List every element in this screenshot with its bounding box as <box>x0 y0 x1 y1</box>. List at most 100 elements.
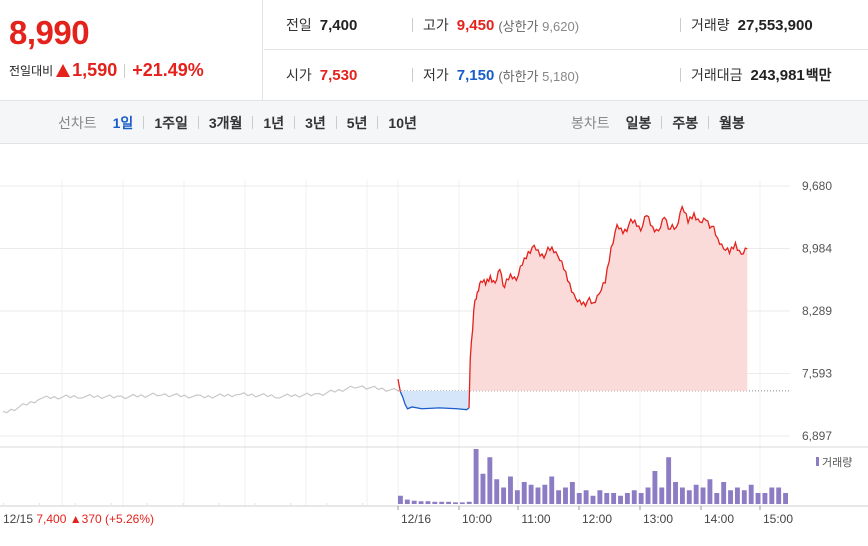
trade-amount-unit: 백만 <box>805 67 832 83</box>
volume-bar <box>514 490 520 504</box>
prev-day-line <box>2 385 399 414</box>
candle-chart-title: 봉차트 <box>571 114 610 131</box>
current-price: 8,990 <box>9 14 90 51</box>
divider <box>680 18 681 32</box>
info-row-1: 전일 7,400 고가 9,450 (상한가 9,620) 거래량 27,553… <box>264 0 868 50</box>
up-line <box>468 204 748 408</box>
volume-bar <box>326 503 328 505</box>
y-tick-label: 7,593 <box>802 366 832 380</box>
volume-bar <box>597 490 603 504</box>
divider <box>661 116 663 129</box>
upper-limit-label: (상한가 <box>498 18 539 34</box>
volume-bar <box>418 501 424 504</box>
volume-bar <box>604 493 610 504</box>
volume-bar <box>659 487 665 504</box>
upper-limit: (상한가 9,620) <box>498 16 579 35</box>
x-tick-label: 11:00 <box>521 512 550 526</box>
divider <box>377 116 379 129</box>
volume-bar <box>528 484 534 504</box>
volume-bar <box>741 490 747 504</box>
tab-1d[interactable]: 1일 <box>112 114 134 131</box>
lower-limit-label: (하한가 <box>498 68 539 84</box>
volume-bar <box>549 476 555 504</box>
low-cell: 저가 7,150 (하한가 5,180) <box>412 50 579 100</box>
divider <box>335 116 337 129</box>
y-tick-label: 8,289 <box>802 304 832 318</box>
tab-monthly[interactable]: 월봉 <box>719 114 745 131</box>
quote-header: 8,990 전일대비 1,590 +21.49% 전일 7,400 고가 9,4… <box>0 0 868 101</box>
lower-limit: (하한가 5,180) <box>498 66 579 85</box>
volume-bar <box>728 490 733 504</box>
volume-bar <box>501 487 507 504</box>
prev-close-value: 7,400 <box>319 16 358 34</box>
change-label: 전일대비 <box>9 64 54 78</box>
tab-3m[interactable]: 3개월 <box>208 114 243 131</box>
tab-1w[interactable]: 1주일 <box>154 114 188 131</box>
trade-amount-value: 243,981 <box>750 66 805 84</box>
volume-bar <box>446 501 452 504</box>
volume-value: 27,553,900 <box>737 16 813 34</box>
divider <box>412 68 413 82</box>
volume-bar <box>487 457 493 504</box>
y-tick-label: 6,897 <box>802 429 832 443</box>
open-line <box>397 379 402 392</box>
volume-bar <box>535 487 541 504</box>
high-value: 9,450 <box>456 16 495 34</box>
prev-day-summary-part: 370 <box>82 512 105 526</box>
volume-bar <box>618 495 623 504</box>
volume-bar <box>432 501 438 504</box>
x-tick-label: 12:00 <box>582 512 612 526</box>
volume-bar <box>631 490 637 504</box>
volume-bar <box>652 471 658 504</box>
down-area-fill <box>400 390 470 410</box>
volume-bar <box>439 501 445 504</box>
volume-bar <box>542 484 548 504</box>
volume-bar <box>569 482 575 504</box>
y-tick-label: 9,680 <box>802 179 832 193</box>
volume-bar <box>466 501 472 504</box>
high-cell: 고가 9,450 (상한가 9,620) <box>412 0 579 50</box>
volume-bar <box>673 482 678 504</box>
volume-bar <box>721 482 727 504</box>
high-label: 고가 <box>423 17 449 33</box>
intraday-chart[interactable]: 9,680 8,984 8,289 7,593 6,897 거래량 12/16 10:00 11… <box>0 144 868 546</box>
volume-bar <box>679 487 685 504</box>
tab-weekly[interactable]: 주봉 <box>672 114 699 131</box>
volume-bar <box>254 503 256 505</box>
volume-bar <box>734 487 740 504</box>
change-row: 전일대비 1,590 +21.49% <box>9 60 204 81</box>
candle-chart-tabs: 봉차트 일봉 주봉 월봉 <box>571 101 745 144</box>
volume-bar <box>508 476 513 504</box>
divider <box>124 63 126 78</box>
line-chart-tabs: 선차트 1일 1주일 3개월 1년 3년 5년 10년 <box>58 101 417 144</box>
trade-amount-cell: 거래대금 243,981 백만 <box>680 50 832 100</box>
volume-bar <box>453 502 458 504</box>
volume-legend-swatch <box>816 457 819 466</box>
tab-3y[interactable]: 3년 <box>305 114 326 131</box>
tab-5y[interactable]: 5년 <box>346 114 368 131</box>
divider <box>412 18 413 32</box>
volume-bar <box>700 487 706 504</box>
change-percent: +21.49% <box>132 60 204 80</box>
volume-bar <box>611 493 617 504</box>
volume-bar <box>563 487 568 504</box>
volume-bar <box>666 457 672 504</box>
up-arrow-icon <box>56 64 71 77</box>
tab-daily[interactable]: 일봉 <box>625 114 652 131</box>
trade-amount-label: 거래대금 <box>691 67 743 83</box>
tab-10y[interactable]: 10년 <box>388 114 417 131</box>
volume-bar <box>707 479 713 504</box>
volume-bar <box>714 493 720 504</box>
chart-svg[interactable]: 9,680 8,984 8,289 7,593 6,897 거래량 12/16 10:00 11… <box>0 144 868 546</box>
volume-bar <box>748 484 754 504</box>
x-tick-label: 14:00 <box>704 512 734 526</box>
open-label: 시가 <box>286 67 312 83</box>
volume-bar <box>556 490 562 504</box>
change-value: 1,590 <box>72 60 118 80</box>
low-value: 7,150 <box>456 66 495 84</box>
tab-1y[interactable]: 1년 <box>263 114 285 131</box>
volume-bar <box>624 493 630 504</box>
volume-bar <box>480 473 486 504</box>
volume-bar <box>583 490 589 504</box>
volume-bar <box>494 479 500 504</box>
